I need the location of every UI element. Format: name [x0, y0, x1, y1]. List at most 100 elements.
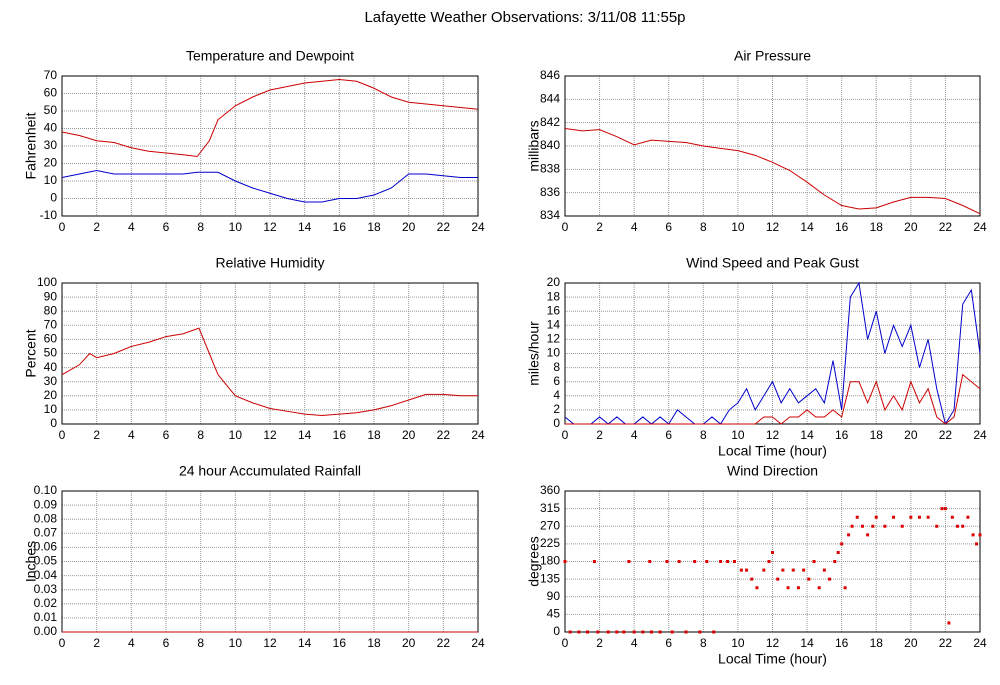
point: [568, 630, 572, 634]
y-tick-label: 846: [540, 68, 560, 82]
y-tick-label: 225: [540, 536, 560, 550]
point: [961, 524, 965, 528]
x-tick-label: 8: [700, 428, 707, 442]
x-tick-label: 18: [870, 636, 884, 650]
point: [935, 524, 939, 528]
line: [61, 327, 478, 417]
x-tick-label: 16: [333, 636, 347, 650]
y-axis-label: millibars: [526, 120, 542, 171]
y-tick-label: 20: [547, 275, 561, 289]
point: [850, 524, 854, 528]
plot-frame: [61, 75, 479, 217]
x-tick-label: 12: [766, 636, 780, 650]
y-tick-label: 20: [44, 388, 58, 402]
x-axis-label: Local Time (hour): [718, 651, 827, 667]
y-tick-label: 30: [44, 138, 58, 152]
x-tick-label: 10: [229, 220, 243, 234]
chart-title: Air Pressure: [734, 48, 811, 64]
point: [684, 630, 688, 634]
point: [606, 630, 610, 634]
point: [943, 507, 947, 511]
x-tick-label: 18: [870, 428, 884, 442]
x-tick-label: 10: [229, 636, 243, 650]
y-tick-label: 40: [44, 121, 58, 135]
x-tick-label: 2: [596, 428, 603, 442]
plot-frame: [61, 282, 479, 425]
x-tick-label: 20: [402, 428, 416, 442]
x-tick-label: 12: [263, 220, 277, 234]
y-tick-label: 844: [540, 92, 560, 106]
x-tick-label: 20: [402, 220, 416, 234]
chart-title: Temperature and Dewpoint: [186, 48, 354, 64]
x-tick-label: 2: [93, 428, 100, 442]
point: [726, 560, 730, 563]
point: [791, 568, 795, 572]
point: [632, 630, 636, 634]
x-tick-label: 14: [800, 636, 814, 650]
y-tick-label: 0.07: [34, 525, 58, 539]
y-tick-label: 842: [540, 115, 560, 129]
point: [648, 560, 652, 563]
x-tick-label: 10: [731, 220, 745, 234]
x-tick-label: 0: [562, 220, 569, 234]
x-tick-label: 22: [939, 220, 953, 234]
y-tick-label: 0: [50, 191, 57, 205]
x-tick-label: 6: [665, 636, 672, 650]
point: [577, 630, 581, 634]
point: [956, 524, 960, 528]
point: [762, 568, 766, 572]
page-title: Lafayette Weather Observations: 3/11/08 …: [364, 9, 685, 26]
x-tick-label: 24: [973, 428, 987, 442]
y-tick-label: 0.00: [34, 624, 58, 638]
point: [563, 560, 567, 563]
y-tick-label: 18: [547, 289, 561, 303]
x-tick-label: 4: [631, 428, 638, 442]
x-tick-label: 8: [197, 220, 204, 234]
x-tick-label: 20: [402, 636, 416, 650]
point: [649, 630, 653, 634]
x-tick-label: 12: [766, 428, 780, 442]
point: [767, 560, 771, 563]
x-tick-label: 10: [731, 428, 745, 442]
x-tick-label: 8: [700, 636, 707, 650]
y-tick-label: 12: [547, 332, 561, 346]
x-tick-label: 20: [904, 636, 918, 650]
point: [739, 568, 743, 572]
y-tick-label: 30: [44, 374, 58, 388]
y-tick-label: 838: [540, 162, 560, 176]
x-tick-label: 20: [904, 220, 918, 234]
y-tick-label: 0.04: [34, 568, 58, 582]
x-tick-label: 0: [562, 428, 569, 442]
x-tick-label: 12: [263, 636, 277, 650]
x-tick-label: 4: [128, 220, 135, 234]
point: [866, 533, 870, 537]
y-tick-label: 50: [44, 346, 58, 360]
x-tick-label: 18: [367, 428, 381, 442]
point: [975, 542, 979, 546]
point: [883, 524, 887, 528]
y-tick-label: 14: [547, 317, 561, 331]
point: [596, 630, 600, 634]
point: [750, 577, 754, 581]
x-tick-label: 2: [596, 220, 603, 234]
y-tick-label: 315: [540, 501, 560, 515]
x-tick-label: 22: [939, 428, 953, 442]
x-tick-label: 10: [731, 636, 745, 650]
point: [860, 524, 864, 528]
y-tick-label: 6: [553, 374, 560, 388]
x-tick-label: 22: [437, 636, 451, 650]
y-axis-label: miles/hour: [526, 321, 542, 386]
x-tick-label: 4: [631, 636, 638, 650]
x-tick-label: 24: [973, 220, 987, 234]
x-tick-label: 16: [835, 220, 849, 234]
y-tick-label: 360: [540, 483, 560, 497]
y-tick-label: 270: [540, 518, 560, 532]
chart-title: Relative Humidity: [216, 255, 325, 271]
y-tick-label: 4: [553, 388, 560, 402]
point: [836, 550, 840, 554]
point: [971, 533, 975, 537]
x-tick-label: 6: [665, 220, 672, 234]
chart-title: Wind Speed and Peak Gust: [686, 255, 859, 271]
